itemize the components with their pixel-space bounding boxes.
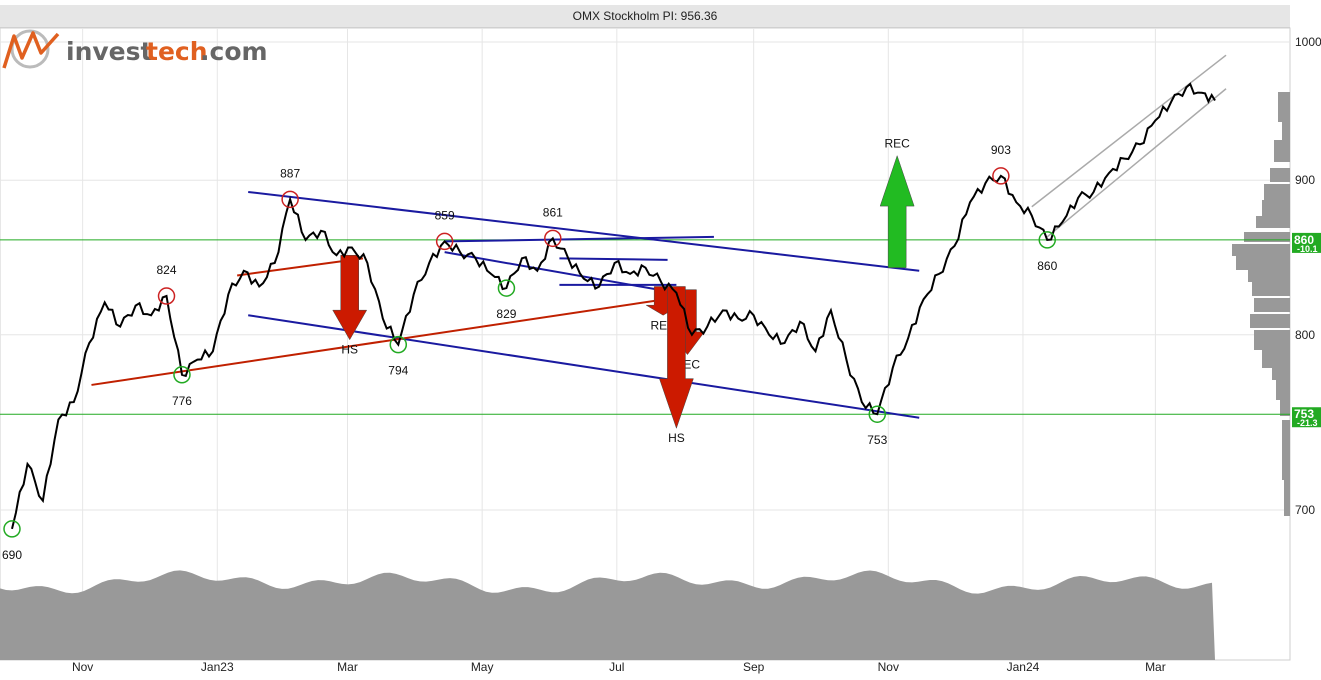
extreme-marker <box>3 520 21 538</box>
volume-profile-bar <box>1282 122 1290 140</box>
volume-profile-bar <box>1248 270 1290 282</box>
volume-profile-bar <box>1284 480 1290 516</box>
volume-profile-bar <box>1280 400 1290 416</box>
extreme-label: 887 <box>280 166 300 180</box>
logo-text-tech: tech <box>146 37 208 66</box>
volume-shape <box>0 570 1215 660</box>
logo-text-invest: invest <box>66 37 152 66</box>
extreme-marker <box>389 335 408 354</box>
trend-line <box>248 190 920 272</box>
trend-lines <box>91 54 1227 419</box>
volume-profile-bar <box>1232 244 1290 256</box>
x-tick-label: Nov <box>878 660 899 674</box>
volume-profile-bar <box>1276 380 1290 400</box>
signal-label: REC <box>884 137 910 151</box>
extreme-marker <box>173 366 191 384</box>
signal-label: HS <box>668 431 685 445</box>
extreme-label: 690 <box>2 548 22 562</box>
trend-line <box>1046 88 1227 238</box>
volume-profile-bar <box>1274 140 1290 162</box>
y-tick-label: 900 <box>1295 173 1315 187</box>
extreme-label: 829 <box>496 307 516 321</box>
support-label-box <box>1292 407 1321 428</box>
chart-axes: Nov Jan23 Mar May Jul Sep Nov Jan24 Mar 700 800 900… <box>72 35 1321 674</box>
y-tick-label: 700 <box>1295 503 1315 517</box>
extreme-marker <box>435 232 454 251</box>
trend-line <box>444 235 714 243</box>
signal-arrow <box>332 254 368 341</box>
extreme-label: 861 <box>543 205 563 219</box>
signal-arrow <box>659 286 694 430</box>
x-tick-label: Mar <box>1145 660 1166 674</box>
y-tick-label: 1000 <box>1295 35 1321 49</box>
extreme-label: 776 <box>172 394 192 408</box>
logo-text-com: .com <box>200 37 268 66</box>
volume-profile-bar <box>1278 92 1290 122</box>
volume-profile-bar <box>1254 298 1290 312</box>
extreme-marker <box>868 405 887 423</box>
extreme-label: 859 <box>435 208 455 222</box>
trend-line <box>444 251 677 294</box>
x-tick-label: Jan24 <box>1007 660 1040 674</box>
investtech-logo: invest tech .com <box>2 29 268 69</box>
trend-line <box>248 314 920 419</box>
volume-profile-bar <box>1256 216 1290 228</box>
support-level-label: 860 <box>1294 233 1314 247</box>
x-tick-label: Jul <box>609 660 624 674</box>
y-tick-label: 800 <box>1295 328 1315 342</box>
volume-profile-bar <box>1282 420 1290 480</box>
plot-frame <box>0 27 1291 661</box>
volume-profile-bar <box>1272 368 1290 380</box>
volume-profile-bar <box>1270 168 1290 182</box>
support-level-pct: -21.3 <box>1297 418 1318 428</box>
volume-profile <box>1232 92 1290 516</box>
volume-profile-bar <box>1264 184 1290 202</box>
extreme-label: 860 <box>1037 259 1057 273</box>
extreme-marker <box>1038 231 1056 249</box>
x-tick-label: Jan23 <box>201 660 234 674</box>
extreme-marker <box>157 287 176 305</box>
price-series-line <box>11 82 1216 530</box>
x-tick-label: May <box>471 660 494 674</box>
support-label-box <box>1292 232 1321 253</box>
extreme-marker <box>497 279 516 297</box>
volume-profile-bar <box>1262 350 1290 368</box>
logo-mark-icon <box>2 29 60 69</box>
extreme-label: 794 <box>388 364 408 378</box>
volume-profile-bar <box>1244 232 1290 242</box>
trend-line <box>91 296 677 386</box>
trend-line <box>1031 54 1227 208</box>
volume-profile-bar <box>1236 256 1290 270</box>
extreme-label: 824 <box>156 263 176 277</box>
extreme-marker <box>281 190 299 209</box>
support-level-pct: -10.1 <box>1297 244 1318 254</box>
x-tick-label: Mar <box>337 660 358 674</box>
extreme-label: 753 <box>867 433 887 447</box>
signal-arrow <box>879 154 915 268</box>
extreme-label: 903 <box>991 143 1011 157</box>
support-level-label: 753 <box>1294 407 1314 421</box>
volume-profile-bar <box>1262 200 1290 216</box>
volume-profile-bar <box>1250 314 1290 328</box>
volume-area <box>0 570 1215 660</box>
chart-title: OMX Stockholm PI: 956.36 <box>572 9 718 23</box>
volume-profile-bar <box>1252 282 1290 296</box>
x-tick-label: Sep <box>743 660 765 674</box>
extreme-marker <box>992 167 1010 185</box>
extreme-marker <box>544 229 562 248</box>
chart-grid <box>0 27 1291 661</box>
signal-label: HS <box>341 343 358 357</box>
volume-profile-bar <box>1254 330 1290 350</box>
extreme-point-markers: 690 824 776 887 794 859 829 861 753 903 860 <box>2 143 1058 562</box>
trend-line <box>559 257 668 261</box>
x-tick-label: Nov <box>72 660 93 674</box>
